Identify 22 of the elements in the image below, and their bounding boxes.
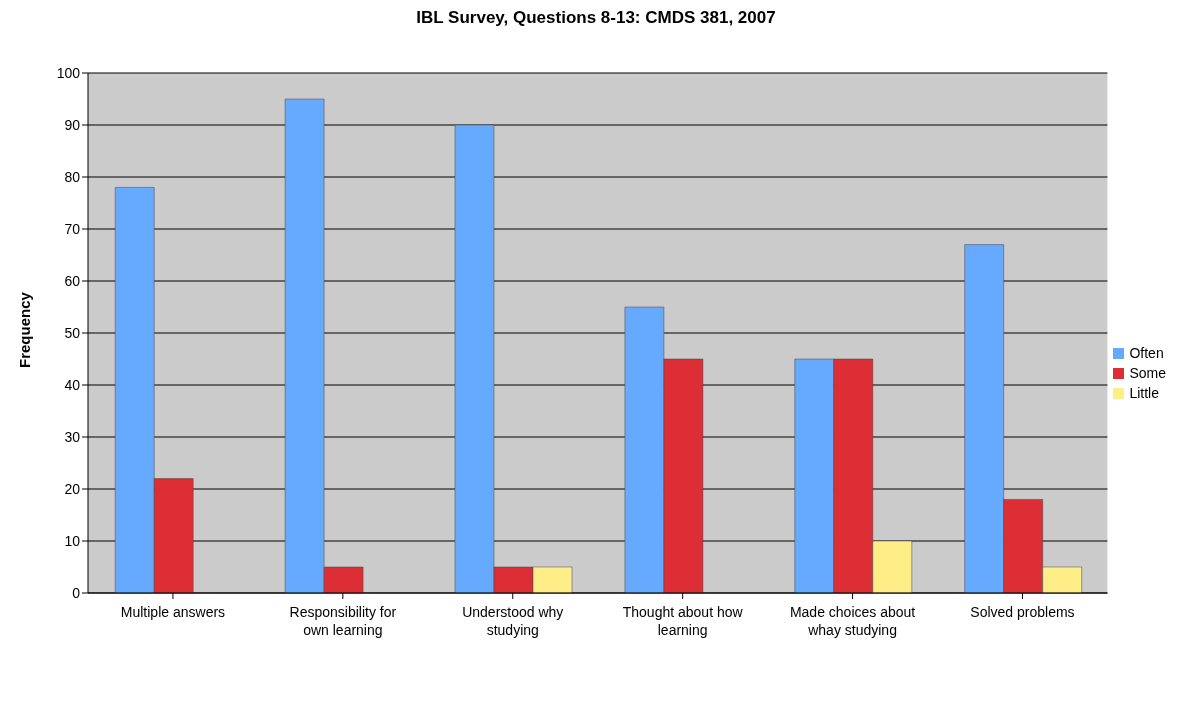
y-tick-label: 0 — [72, 584, 81, 601]
legend-label: Often — [1129, 344, 1164, 363]
y-tick-label: 20 — [64, 480, 81, 497]
x-tick-label: Thought about how learning — [622, 604, 744, 638]
chart-title: IBL Survey, Questions 8-13: CMDS 381, 2007 — [415, 8, 777, 29]
y-tick-label: 40 — [64, 376, 81, 393]
x-tick-label: Multiple answers — [120, 604, 226, 620]
legend-label: Some — [1129, 364, 1166, 383]
y-tick-label: 80 — [64, 168, 81, 185]
x-tick-label: Solved problems — [970, 604, 1075, 620]
y-tick-label: 70 — [64, 220, 81, 237]
y-tick-label: 30 — [64, 428, 81, 445]
y-tick-label: 10 — [64, 532, 81, 549]
y-tick-label: 60 — [64, 272, 81, 289]
y-axis-title: Frequency — [16, 291, 34, 368]
legend-label: Little — [1129, 384, 1159, 403]
x-tick-label: Made choices about whay studying — [789, 604, 916, 638]
y-tick-label: 90 — [64, 116, 81, 133]
y-tick-label: 50 — [64, 324, 81, 341]
x-tick-label: Understood why studying — [462, 604, 564, 638]
x-tick-label: Responsibility for own learning — [289, 604, 397, 638]
y-tick-label: 100 — [56, 64, 81, 81]
